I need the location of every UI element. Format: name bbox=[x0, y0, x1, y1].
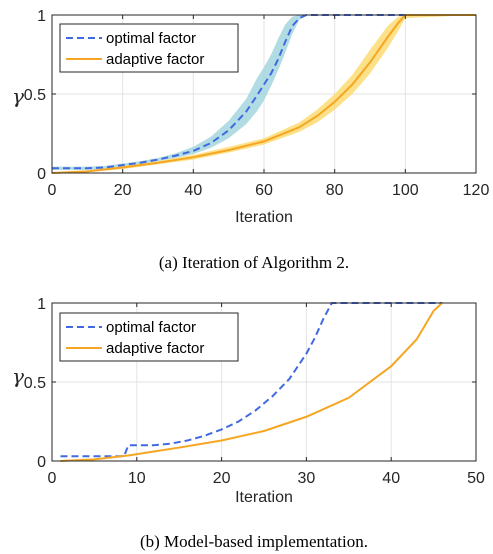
legend-label-0: optimal factor bbox=[106, 319, 196, 336]
y-tick-label: 0.5 bbox=[24, 87, 46, 104]
legend-label-1: adaptive factor bbox=[106, 340, 204, 357]
x-tick-label: 100 bbox=[392, 182, 419, 199]
x-tick-label: 50 bbox=[467, 470, 485, 487]
x-tick-label: 20 bbox=[114, 182, 132, 199]
legend: optimal factor adaptive factor bbox=[59, 312, 239, 362]
legend-label-0: optimal factor bbox=[106, 30, 196, 47]
x-tick-label: 0 bbox=[48, 182, 57, 199]
chart-a: 0 20 40 60 80 100 120 0 0.5 1 Iteration γ optimal fa… bbox=[12, 8, 489, 272]
x-tick-label: 40 bbox=[382, 470, 400, 487]
y-tick-label: 1 bbox=[37, 296, 46, 313]
series-line-optimal bbox=[60, 302, 443, 458]
figure-caption: (a) Iteration of Algorithm 2. bbox=[159, 253, 349, 272]
series-line-adaptive bbox=[60, 302, 443, 462]
y-axis-label: γ bbox=[12, 364, 24, 388]
y-tick-label: 1 bbox=[37, 8, 46, 25]
x-tick-label: 10 bbox=[128, 470, 146, 487]
x-axis-label: Iteration bbox=[235, 209, 293, 226]
x-tick-label: 20 bbox=[213, 470, 231, 487]
legend-label-1: adaptive factor bbox=[106, 51, 204, 68]
legend-box bbox=[59, 312, 239, 362]
y-axis-label: γ bbox=[12, 84, 24, 108]
x-tick-label: 0 bbox=[48, 470, 57, 487]
legend: optimal factor adaptive factor bbox=[59, 23, 239, 73]
y-tick-label: 0 bbox=[37, 454, 46, 471]
x-tick-label: 80 bbox=[326, 182, 344, 199]
y-tick-label: 0 bbox=[37, 166, 46, 183]
chart-b: 0 10 20 30 40 50 0 0.5 1 Iteration γ optimal factor… bbox=[12, 296, 485, 551]
series-band-1 bbox=[52, 15, 476, 173]
x-tick-label: 40 bbox=[184, 182, 202, 199]
x-tick-label: 60 bbox=[255, 182, 273, 199]
series-line-adaptive bbox=[51, 14, 476, 174]
legend-box bbox=[59, 23, 239, 73]
x-tick-label: 30 bbox=[298, 470, 316, 487]
y-tick-label: 0.5 bbox=[24, 375, 46, 392]
series-band-0 bbox=[52, 15, 476, 170]
x-tick-label: 120 bbox=[463, 182, 490, 199]
x-axis-label: Iteration bbox=[235, 489, 293, 506]
figure-caption: (b) Model-based implementation. bbox=[140, 532, 368, 551]
